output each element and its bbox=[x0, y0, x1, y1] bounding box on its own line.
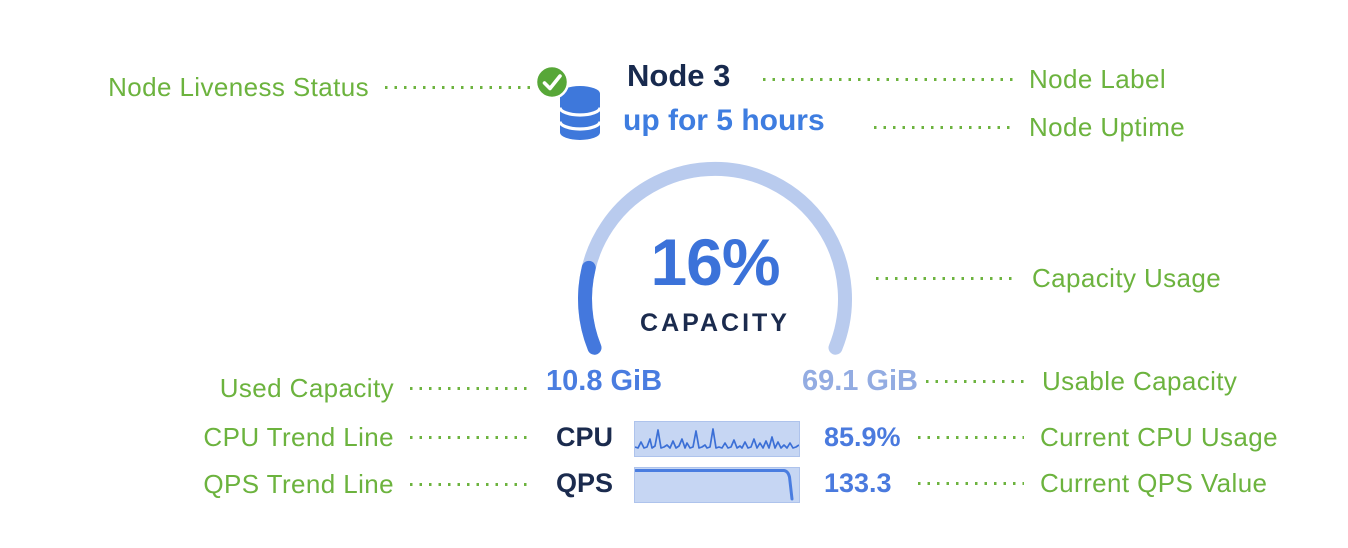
leader-dots bbox=[926, 379, 1026, 383]
annotation-usable-capacity: Usable Capacity bbox=[926, 365, 1237, 397]
leader-dots bbox=[874, 125, 1013, 129]
annotation-qps-trend-line: QPS Trend Line bbox=[60, 468, 532, 500]
used-capacity-value: 10.8 GiB bbox=[546, 365, 663, 397]
annotation-node-liveness-status: Node Liveness Status bbox=[60, 71, 532, 103]
annotation-label: QPS Trend Line bbox=[203, 469, 394, 499]
annotation-current-qps-value: Current QPS Value bbox=[918, 467, 1267, 499]
leader-dots bbox=[385, 85, 532, 89]
leader-dots bbox=[876, 276, 1016, 280]
capacity-values-row: 10.8 GiB 69.1 GiB bbox=[546, 365, 918, 398]
leader-dots bbox=[918, 435, 1024, 439]
cpu-trend-line-graphic bbox=[634, 428, 800, 449]
annotation-label: Usable Capacity bbox=[1042, 366, 1238, 396]
annotation-node-uptime: Node Uptime bbox=[874, 111, 1185, 143]
annotation-used-capacity: Used Capacity bbox=[60, 372, 532, 404]
annotation-cpu-trend-line: CPU Trend Line bbox=[60, 421, 532, 453]
annotation-label: Node Liveness Status bbox=[108, 72, 369, 102]
leader-dots bbox=[410, 435, 532, 439]
annotation-label: Node Uptime bbox=[1029, 112, 1186, 142]
annotation-label: Node Label bbox=[1029, 64, 1166, 94]
capacity-caption: CAPACITY bbox=[640, 309, 790, 337]
capacity-gauge bbox=[578, 161, 852, 355]
leader-dots bbox=[763, 77, 1013, 81]
annotation-label: Used Capacity bbox=[219, 373, 394, 403]
node-uptime: up for 5 hours bbox=[623, 104, 825, 137]
leader-dots bbox=[410, 386, 532, 390]
cpu-sparkline bbox=[634, 421, 800, 457]
qps-trend-line-graphic bbox=[634, 469, 794, 501]
leader-dots bbox=[410, 482, 532, 486]
annotation-node-label: Node Label bbox=[763, 63, 1166, 95]
annotation-label: CPU Trend Line bbox=[203, 422, 394, 452]
database-icon bbox=[558, 86, 602, 140]
cpu-metric-label: CPU bbox=[556, 422, 614, 452]
annotation-label: Current CPU Usage bbox=[1040, 422, 1278, 452]
annotation-label: Capacity Usage bbox=[1032, 263, 1222, 293]
annotation-label: Current QPS Value bbox=[1040, 468, 1268, 498]
capacity-percent: 16% bbox=[650, 225, 780, 299]
annotation-current-cpu-usage: Current CPU Usage bbox=[918, 421, 1278, 453]
leader-dots bbox=[918, 481, 1024, 485]
qps-trend-bar bbox=[634, 467, 800, 503]
node-label: Node 3 bbox=[627, 58, 731, 93]
usable-capacity-value: 69.1 GiB bbox=[801, 365, 918, 397]
liveness-check-icon bbox=[534, 64, 570, 100]
cpu-current-value: 85.9% bbox=[824, 422, 901, 452]
gauge-progress-arc bbox=[578, 161, 852, 355]
annotation-capacity-usage: Capacity Usage bbox=[876, 262, 1221, 294]
qps-metric-label: QPS bbox=[556, 468, 614, 498]
qps-current-value: 133.3 bbox=[824, 468, 892, 498]
